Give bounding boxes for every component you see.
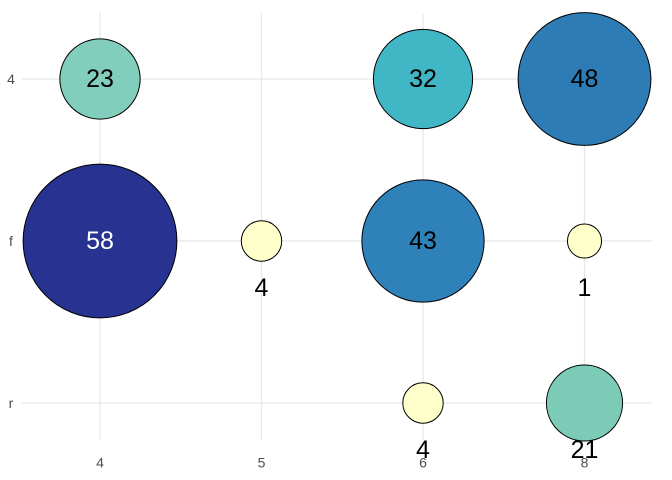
x-axis-tick-label: 4 bbox=[96, 455, 104, 471]
x-axis-tick-label: 5 bbox=[258, 455, 266, 471]
bubble-value-label: 21 bbox=[571, 436, 599, 464]
bubble bbox=[517, 12, 652, 146]
bubble bbox=[372, 28, 474, 130]
bubble-value-label: 58 bbox=[86, 227, 114, 255]
bubble-value-label: 23 bbox=[86, 65, 114, 93]
bubble bbox=[566, 223, 603, 259]
y-axis-tick-label: f bbox=[9, 233, 13, 249]
bubble-value-label: 32 bbox=[409, 65, 437, 93]
bubble bbox=[240, 220, 283, 262]
x-axis-tick-label: 8 bbox=[581, 455, 589, 471]
bubble bbox=[361, 179, 485, 303]
x-axis-tick-label: 6 bbox=[419, 455, 427, 471]
bubble bbox=[22, 163, 178, 319]
bubble bbox=[59, 38, 141, 120]
y-axis-tick-label: 4 bbox=[7, 71, 15, 87]
bubble-value-label: 1 bbox=[578, 274, 592, 302]
bubble-value-label: 43 bbox=[409, 227, 437, 255]
bubble bbox=[545, 364, 624, 442]
bubble-value-label: 4 bbox=[255, 274, 269, 302]
y-axis-tick-label: r bbox=[9, 395, 14, 411]
bubble-value-label: 48 bbox=[571, 65, 599, 93]
bubble-value-label: 4 bbox=[416, 436, 430, 464]
bubble bbox=[402, 382, 444, 424]
